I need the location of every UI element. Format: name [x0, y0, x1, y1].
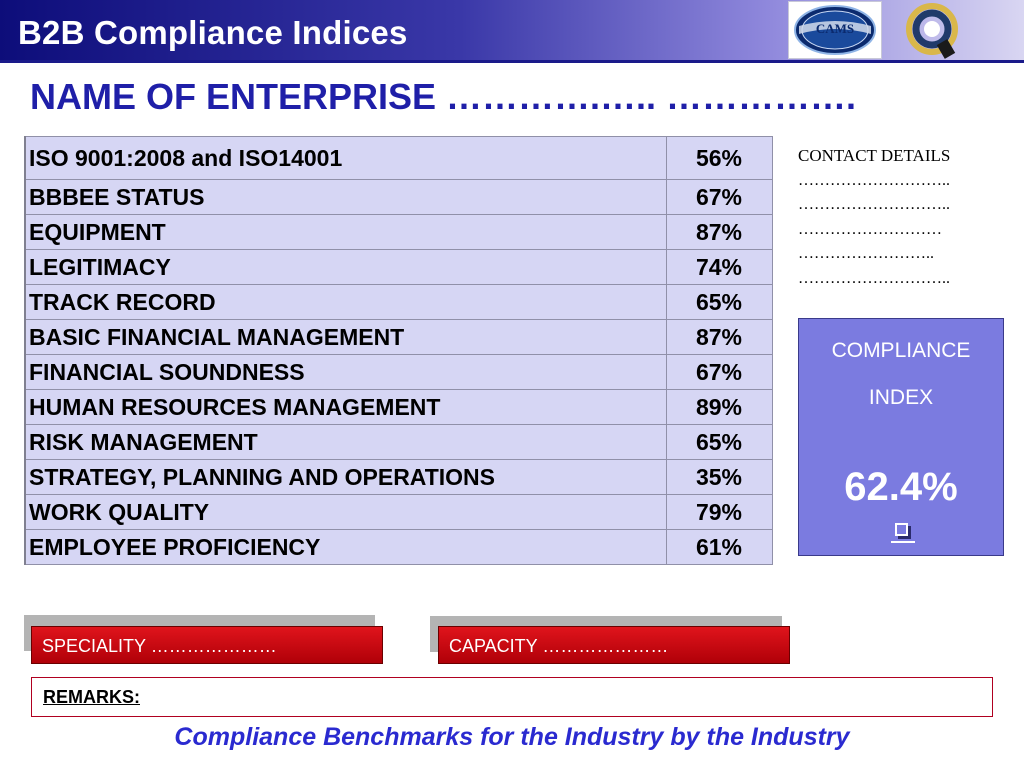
table-row: HUMAN RESOURCES MANAGEMENT 89% — [24, 389, 773, 425]
checkbox-underline — [891, 541, 915, 543]
index-value: 61% — [665, 529, 773, 565]
index-value: 67% — [665, 179, 773, 215]
table-row: STRATEGY, PLANNING AND OPERATIONS 35% — [24, 459, 773, 495]
contact-line: …………………….. — [798, 245, 934, 262]
table-row: EQUIPMENT 87% — [24, 214, 773, 250]
index-label: BASIC FINANCIAL MANAGEMENT — [24, 319, 667, 355]
index-label: BBBEE STATUS — [24, 179, 667, 215]
index-value: 67% — [665, 354, 773, 390]
table-row: WORK QUALITY 79% — [24, 494, 773, 530]
q-logo-icon — [906, 3, 958, 59]
table-row: BASIC FINANCIAL MANAGEMENT 87% — [24, 319, 773, 355]
index-label: FINANCIAL SOUNDNESS — [24, 354, 667, 390]
index-label: LEGITIMACY — [24, 249, 667, 285]
contact-line: ……………………….. — [798, 196, 950, 213]
index-value: 79% — [665, 494, 773, 530]
index-value: 74% — [665, 249, 773, 285]
compliance-index-value: 62.4% — [844, 465, 958, 509]
index-value: 87% — [665, 214, 773, 250]
contact-details-title: CONTACT DETAILS — [798, 146, 951, 165]
index-value: 35% — [665, 459, 773, 495]
cams-logo: CAMS — [788, 1, 882, 59]
cams-logo-text: CAMS — [816, 21, 854, 36]
contact-line: ……………………… — [798, 220, 942, 238]
index-label: EMPLOYEE PROFICIENCY — [24, 529, 667, 565]
table-row: EMPLOYEE PROFICIENCY 61% — [24, 529, 773, 565]
compliance-index-sublabel: INDEX — [868, 386, 934, 409]
title-underline — [0, 60, 1024, 63]
index-label: TRACK RECORD — [24, 284, 667, 320]
index-label: HUMAN RESOURCES MANAGEMENT — [24, 389, 667, 425]
q-logo — [888, 1, 980, 59]
footer-tagline: Compliance Benchmarks for the Industry b… — [174, 723, 850, 751]
capacity-field: CAPACITY ………………… — [438, 626, 790, 664]
enterprise-name: NAME OF ENTERPRISE ………….….. ……………. — [30, 76, 857, 117]
table-row: FINANCIAL SOUNDNESS 67% — [24, 354, 773, 390]
index-value: 65% — [665, 284, 773, 320]
table-row: ISO 9001:2008 and ISO14001 56% — [24, 136, 773, 180]
speciality-field: SPECIALITY ………………… — [31, 626, 383, 664]
index-label: EQUIPMENT — [24, 214, 667, 250]
page-title: B2B Compliance Indices — [18, 14, 408, 51]
contact-line: ……………………….. — [798, 171, 950, 189]
index-label: STRATEGY, PLANNING AND OPERATIONS — [24, 459, 667, 495]
index-value: 87% — [665, 319, 773, 355]
checkbox-icon — [895, 523, 908, 536]
index-label: ISO 9001:2008 and ISO14001 — [24, 136, 667, 180]
table-row: LEGITIMACY 74% — [24, 249, 773, 285]
compliance-index-label: COMPLIANCE — [831, 339, 971, 362]
cams-logo-icon: CAMS — [794, 5, 876, 55]
index-value: 89% — [665, 389, 773, 425]
contact-details: CONTACT DETAILS ……………………….. ……………………….. … — [798, 144, 998, 291]
index-value: 56% — [665, 136, 773, 180]
contact-line: ……………………….. — [798, 269, 950, 287]
compliance-indices-table: ISO 9001:2008 and ISO14001 56% BBBEE STA… — [24, 136, 773, 565]
index-value: 65% — [665, 424, 773, 460]
index-label: RISK MANAGEMENT — [24, 424, 667, 460]
remarks-label: REMARKS: — [43, 687, 140, 707]
index-label: WORK QUALITY — [24, 494, 667, 530]
table-row: BBBEE STATUS 67% — [24, 179, 773, 215]
table-row: RISK MANAGEMENT 65% — [24, 424, 773, 460]
compliance-index-box: COMPLIANCE INDEX 62.4% — [798, 318, 1004, 556]
remarks-box: REMARKS: — [31, 677, 993, 717]
table-row: TRACK RECORD 65% — [24, 284, 773, 320]
